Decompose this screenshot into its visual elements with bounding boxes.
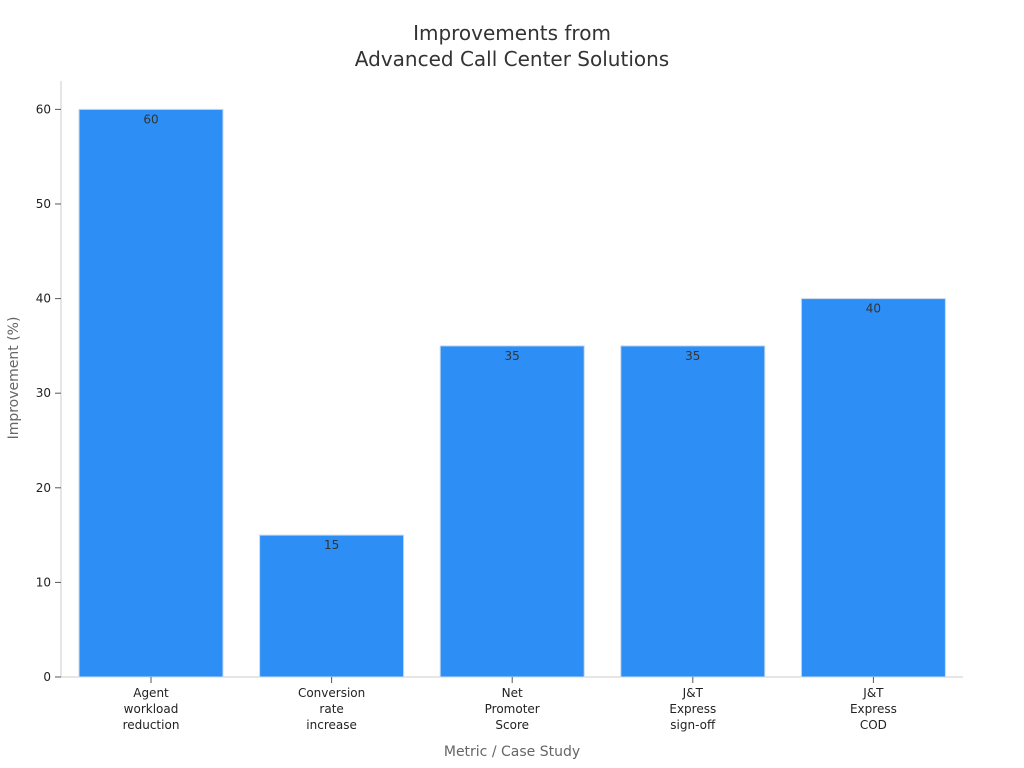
x-tick-label-1-line-2: increase	[306, 718, 357, 732]
x-tick-label-2-line-1: Promoter	[485, 702, 540, 716]
bar-value-label-0: 60	[143, 112, 158, 126]
x-tick-label-2-line-2: Score	[495, 718, 529, 732]
x-tick-label-1-line-1: rate	[319, 702, 343, 716]
bar-0	[78, 108, 224, 678]
x-tick-label-4: J&T Express COD	[850, 686, 897, 732]
x-tick-label-4-line-2: COD	[860, 718, 887, 732]
bar-value-label-4: 40	[866, 302, 881, 316]
x-tick-label-2-line-0: Net	[502, 686, 523, 700]
y-tick-label-6: 60	[36, 102, 51, 116]
x-tick-label-1-line-0: Conversion	[298, 686, 365, 700]
x-tick-label-3-line-0: J&T	[682, 686, 704, 700]
x-tick-label-0: Agent workload reduction	[123, 686, 180, 732]
x-tick-label-4-line-0: J&T	[862, 686, 884, 700]
y-tick-label-1: 10	[36, 575, 51, 589]
chart-title-line-1: Improvements from	[413, 21, 611, 45]
y-tick-label-5: 50	[36, 197, 51, 211]
bar-1	[259, 534, 405, 678]
y-tick-label-4: 40	[36, 292, 51, 306]
x-axis-ticks: Agent workload reduction Conversion rate incr…	[123, 677, 897, 732]
bar-value-label-2: 35	[505, 349, 520, 363]
x-tick-label-3-line-1: Express	[669, 702, 716, 716]
x-tick-label-0-line-2: reduction	[123, 718, 180, 732]
bar-4	[800, 298, 946, 678]
y-tick-label-0: 0	[43, 670, 51, 684]
y-axis-ticks: 0 10 20 30 40 50 60	[36, 102, 61, 684]
x-tick-label-3: J&T Express sign-off	[669, 686, 716, 732]
x-tick-label-1: Conversion rate increase	[298, 686, 365, 732]
x-tick-label-0-line-1: workload	[124, 702, 179, 716]
x-tick-label-2: Net Promoter Score	[485, 686, 540, 732]
chart-title-line-2: Advanced Call Center Solutions	[355, 47, 669, 71]
y-axis-title: Improvement (%)	[6, 317, 22, 440]
bar-3	[620, 345, 766, 678]
bar-value-label-1: 15	[324, 538, 339, 552]
x-tick-label-0-line-0: Agent	[133, 686, 169, 700]
y-tick-label-2: 20	[36, 481, 51, 495]
x-axis-title: Metric / Case Study	[444, 744, 580, 760]
y-tick-label-3: 30	[36, 386, 51, 400]
x-tick-label-3-line-2: sign-off	[670, 718, 716, 732]
bar-value-label-3: 35	[685, 349, 700, 363]
bars-group: 60 15 35 35 40	[78, 108, 946, 678]
x-tick-label-4-line-1: Express	[850, 702, 897, 716]
bar-2	[439, 345, 585, 678]
